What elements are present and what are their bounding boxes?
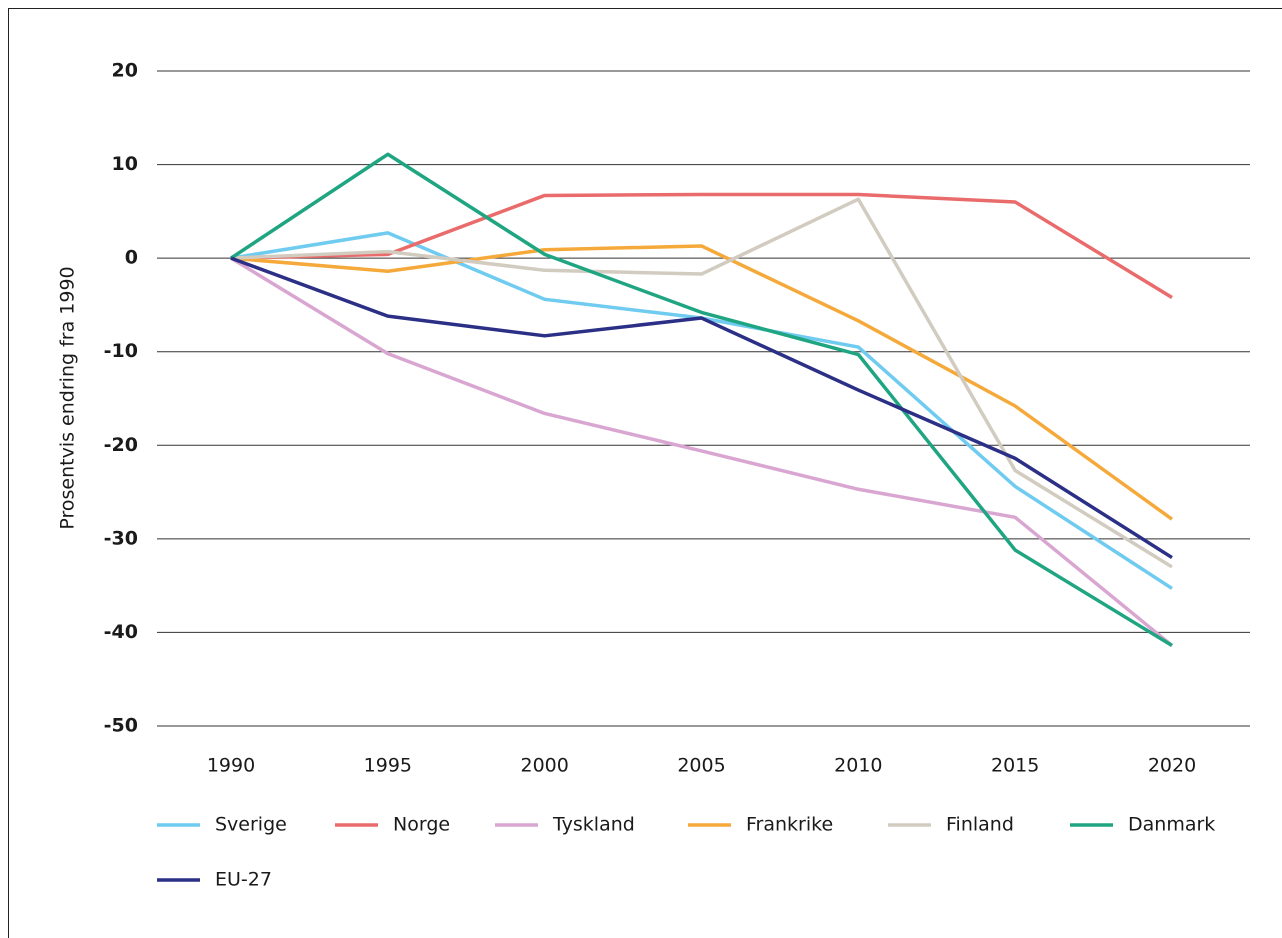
y-tick-label: 0	[125, 247, 138, 269]
y-tick-label: -10	[104, 340, 138, 362]
x-tick-label: 2005	[677, 755, 725, 777]
series-line	[230, 192, 1173, 299]
legend-label: Frankrike	[746, 814, 833, 836]
series-line	[230, 256, 1174, 647]
x-tick-label: 1990	[207, 755, 255, 777]
legend-label: Tyskland	[552, 814, 635, 836]
legend-label: EU-27	[215, 869, 272, 891]
series-line	[230, 152, 1173, 648]
y-tick-label: -40	[104, 621, 138, 643]
legend-label: Finland	[946, 814, 1014, 836]
y-tick-label: 20	[112, 60, 138, 82]
y-axis-label: Prosentvis endring fra 1990	[57, 266, 79, 529]
x-tick-label: 2000	[520, 755, 568, 777]
x-tick-label: 2010	[834, 755, 882, 777]
y-tick-label: 10	[112, 153, 138, 175]
y-tick-label: -50	[104, 715, 138, 737]
series-line	[230, 256, 1173, 560]
x-tick-label: 2015	[991, 755, 1039, 777]
series-line	[230, 197, 1173, 569]
frame	[8, 8, 1282, 938]
x-tick-label: 2020	[1148, 755, 1196, 777]
legend-label: Danmark	[1128, 814, 1215, 836]
x-tick-label: 1995	[364, 755, 412, 777]
y-tick-label: -20	[104, 434, 138, 456]
y-tick-label: -30	[104, 527, 138, 549]
series-line	[230, 231, 1173, 590]
legend-label: Norge	[393, 814, 450, 836]
series-line	[230, 244, 1174, 521]
legend-label: Sverige	[215, 814, 287, 836]
